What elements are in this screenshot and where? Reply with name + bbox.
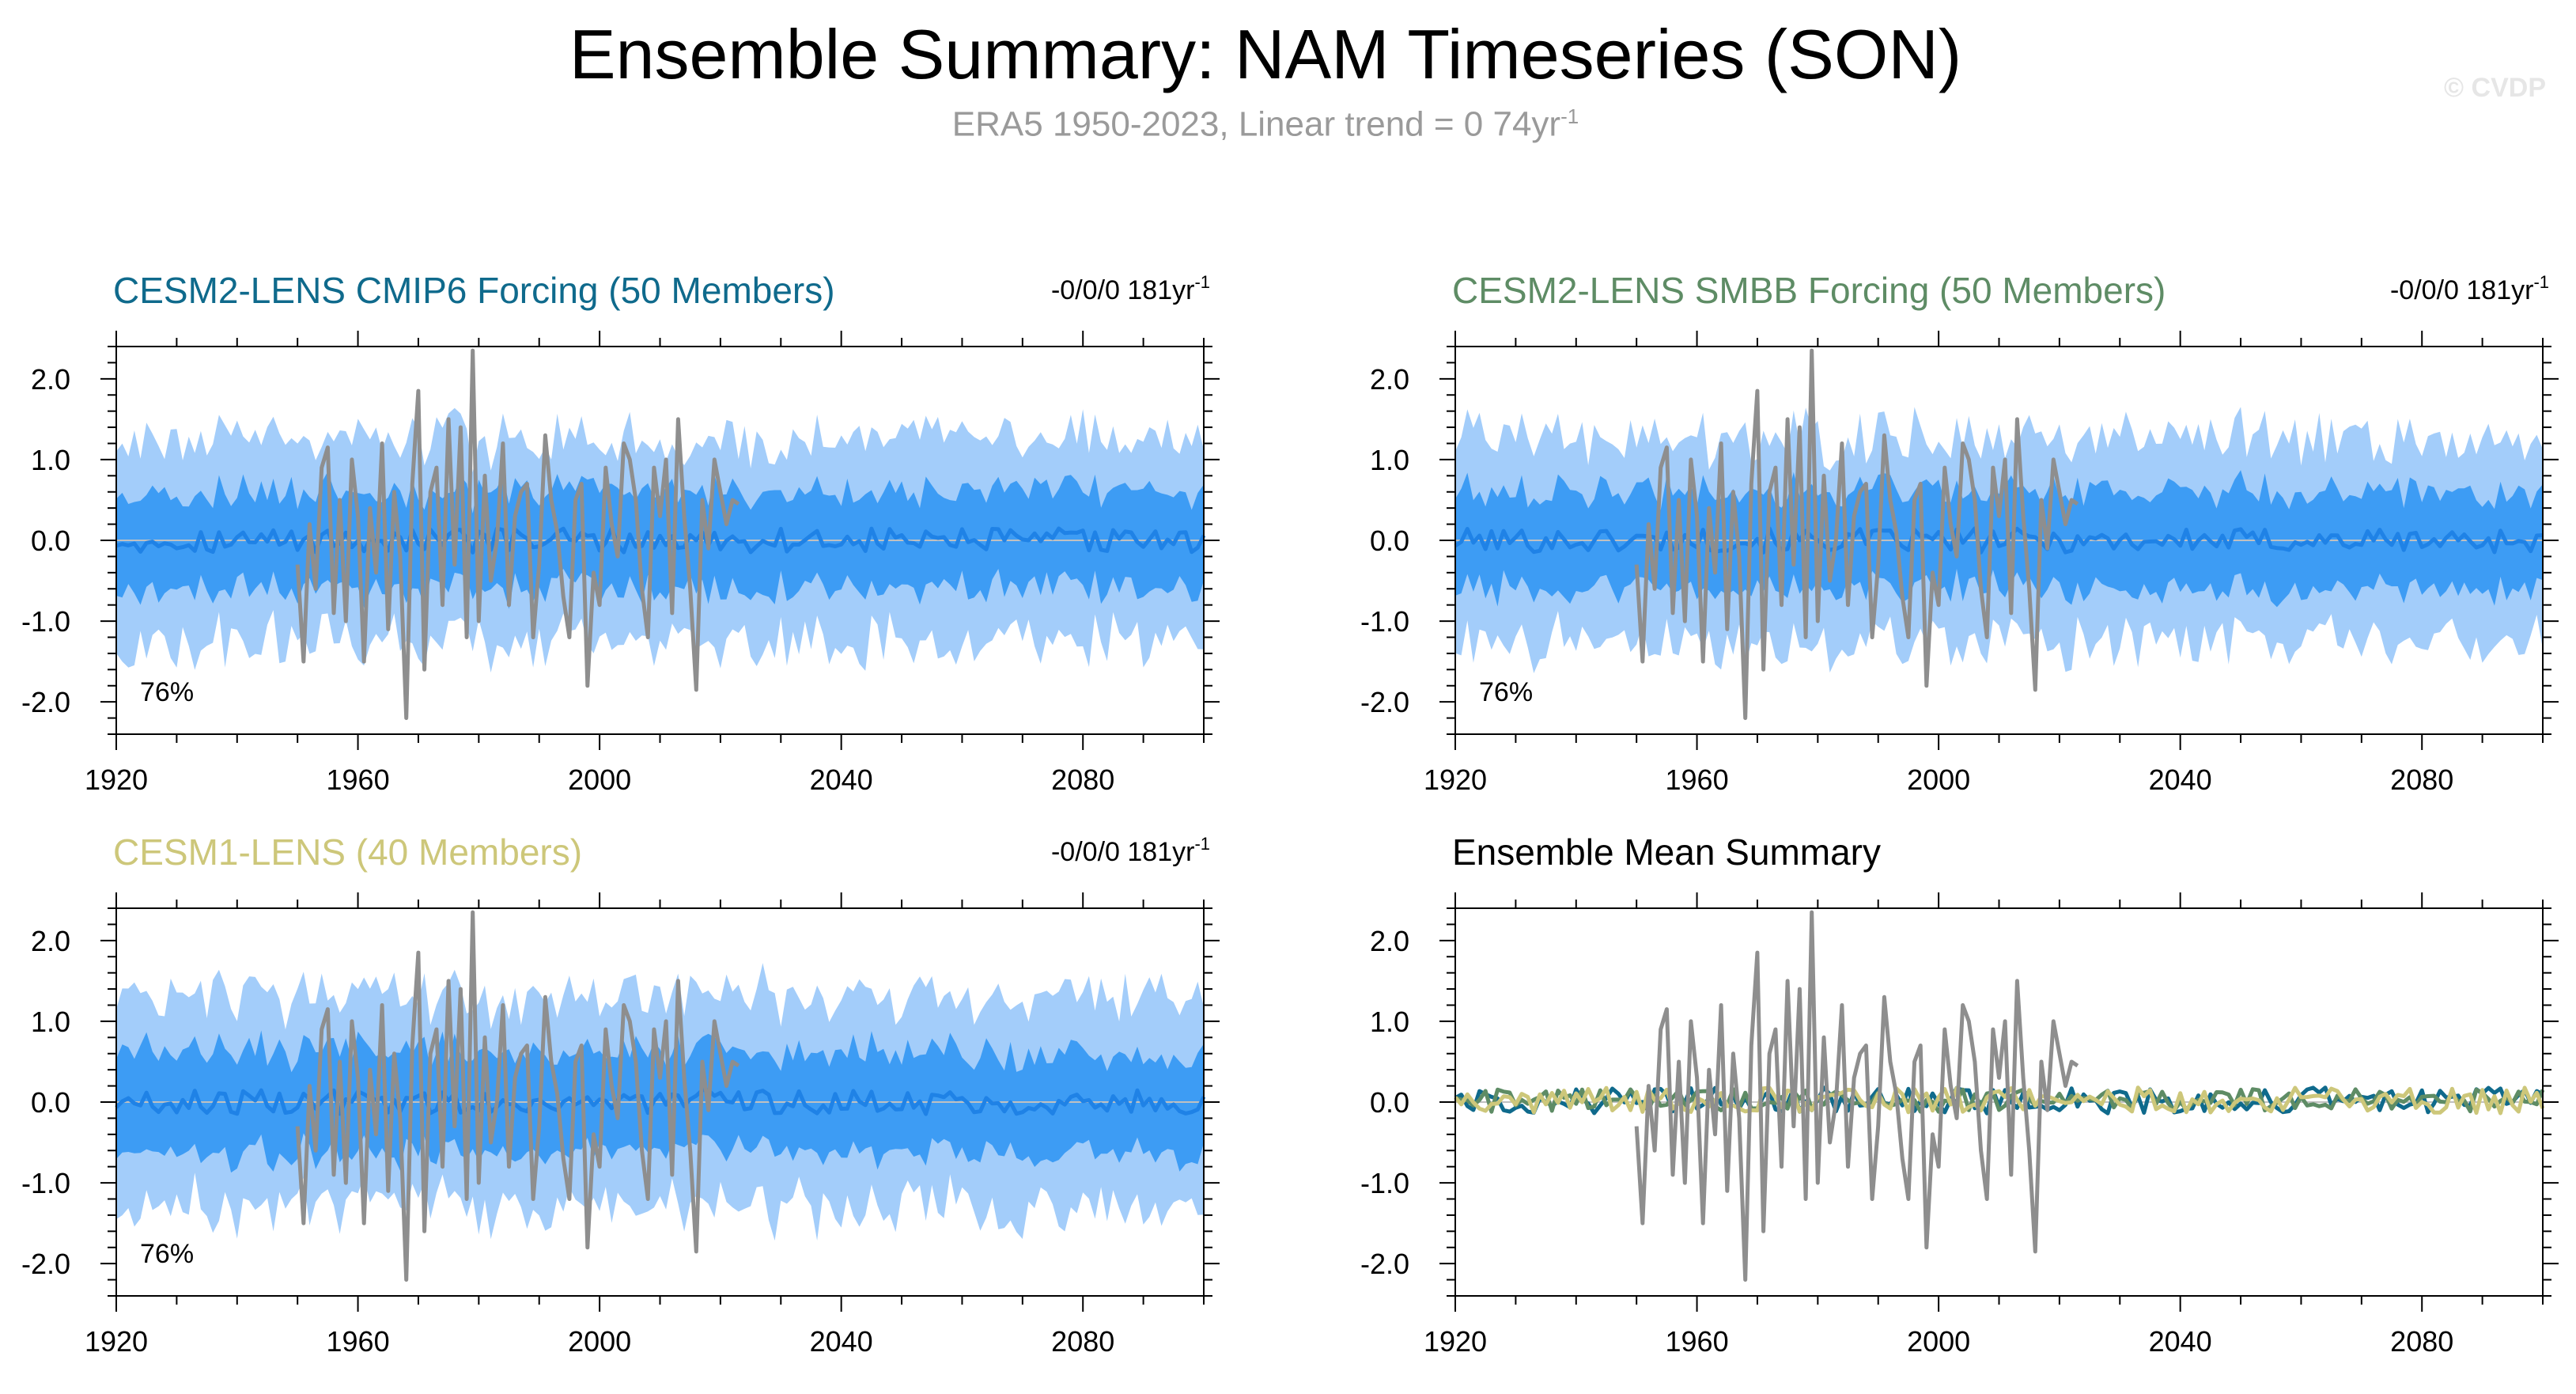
y-tick-label: -1.0 [1360,1167,1409,1199]
x-tick-label: 1960 [1666,763,1729,796]
x-tick-label: 2040 [2149,1325,2212,1358]
y-tick-label: 1.0 [31,444,70,476]
x-tick-label: 2080 [1051,1325,1114,1358]
observations-line [1634,348,2079,721]
x-tick-label: 2040 [810,763,873,796]
x-tick-label: 2000 [1907,763,1970,796]
y-tick-label: 0.0 [31,1086,70,1119]
x-tick-label: 1960 [327,1325,390,1358]
panel-trend-label: -0/0/0 181yr-1 [1051,834,1210,867]
percent-label: 76% [140,1239,194,1269]
ensemble-mean-line [115,1088,1206,1116]
observations-line [295,348,740,721]
ensemble-mean-line [1454,526,2544,555]
y-tick-label: -2.0 [1360,1248,1409,1280]
x-tick-label: 2000 [568,1325,631,1358]
ensemble-mean-line [115,526,1206,555]
y-tick-label: -1.0 [1360,605,1409,638]
panel-title: CESM1-LENS (40 Members) [113,831,582,873]
x-tick-label: 1920 [85,1325,148,1358]
y-tick-label: 2.0 [1370,363,1409,396]
x-tick-label: 2080 [1051,763,1114,796]
y-tick-label: 0.0 [1370,525,1409,557]
chart-panel-3: CESM1-LENS (40 Members) -0/0/0 181yr-1 192… [21,831,1220,1358]
y-tick-label: -1.0 [21,605,70,638]
chart-panel-1: CESM2-LENS CMIP6 Forcing (50 Members) -0/… [21,270,1220,796]
x-tick-label: 2080 [2390,763,2453,796]
x-tick-label: 1960 [1666,1325,1729,1358]
x-tick-label: 1920 [1424,1325,1487,1358]
y-tick-label: 2.0 [31,925,70,957]
x-tick-label: 1920 [85,763,148,796]
y-tick-label: 2.0 [31,363,70,396]
panel-title: Ensemble Mean Summary [1452,831,1881,873]
y-tick-label: 1.0 [1370,1006,1409,1038]
chart-panel-2: CESM2-LENS SMBB Forcing (50 Members) -0/0… [1360,270,2559,796]
percent-label: 76% [1479,677,1533,707]
panel-trend-label: -0/0/0 181yr-1 [2390,272,2549,305]
cvdp-credit: © CVDP [2444,73,2546,103]
y-tick-label: 0.0 [1370,1086,1409,1119]
x-tick-label: 1920 [1424,763,1487,796]
y-tick-label: 0.0 [31,525,70,557]
y-tick-label: -2.0 [1360,686,1409,718]
y-tick-label: -2.0 [21,686,70,718]
chart-panel-4: Ensemble Mean Summary 1920 1960 2000 2040 208… [1360,831,2559,1358]
x-tick-label: 2000 [1907,1325,1970,1358]
percent-label: 76% [140,677,194,707]
subtitle-exponent: -1 [1560,104,1579,128]
page-subtitle: ERA5 1950-2023, Linear trend = 0 74yr-1 [0,104,2531,145]
x-tick-label: 2040 [2149,763,2212,796]
y-tick-label: 1.0 [1370,444,1409,476]
observations-line [1634,910,2079,1282]
page-title: Ensemble Summary: NAM Timeseries (SON) [569,15,1962,93]
x-tick-label: 2040 [810,1325,873,1358]
model-mean-line-3 [1454,1085,2545,1116]
x-tick-label: 2000 [568,763,631,796]
x-tick-label: 2080 [2390,1325,2453,1358]
subtitle-text: ERA5 1950-2023, Linear trend = 0 74yr [951,104,1561,144]
observations-line [295,910,740,1282]
y-tick-label: 2.0 [1370,925,1409,957]
y-tick-label: -1.0 [21,1167,70,1199]
panel-title: CESM2-LENS SMBB Forcing (50 Members) [1452,270,2166,311]
panel-trend-label: -0/0/0 181yr-1 [1051,272,1210,305]
y-tick-label: 1.0 [31,1006,70,1038]
panel-title: CESM2-LENS CMIP6 Forcing (50 Members) [113,270,835,311]
x-tick-label: 1960 [327,763,390,796]
y-tick-label: -2.0 [21,1248,70,1280]
